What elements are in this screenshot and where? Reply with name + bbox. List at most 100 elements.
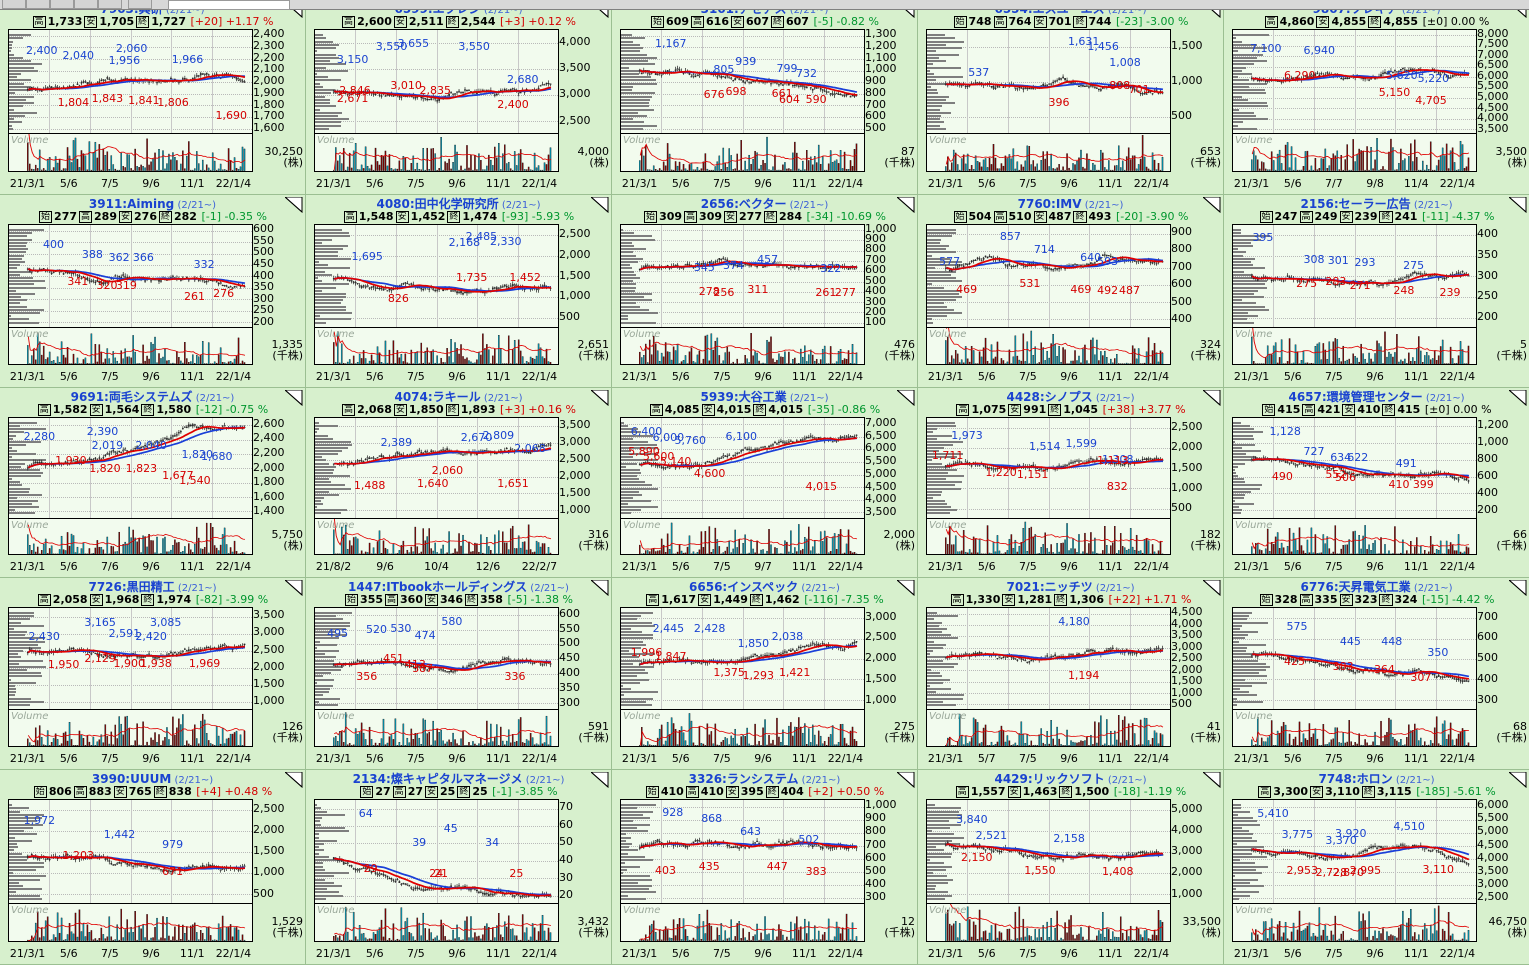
x-axis-tick: 22/1/4 bbox=[521, 752, 558, 765]
x-axis-tick: 7/7 bbox=[1325, 177, 1343, 190]
chart-panel[interactable]: 4074:ラキール (2/21~) 高 2,068 安 1,850 終 1,893 [+3]… bbox=[306, 388, 612, 578]
plot-area[interactable]: 6,400 6,000 5,760 6,100 5,890 5,600 5,140 4,600… bbox=[620, 417, 865, 555]
chart-panel[interactable]: 2134:燦キャピタルマネージメ (2/21~) 始 27 高 27 安 25 終 25 [-1… bbox=[306, 770, 612, 965]
volume-scale-value: 126 bbox=[282, 720, 303, 733]
chart-panel[interactable]: 3911:Aiming (2/21~) 始 277 高 289 安 276 終 282 [-1]… bbox=[0, 195, 306, 388]
toolbar-button-6[interactable] bbox=[128, 0, 152, 9]
plot-area[interactable]: 1,128 727 634 622 491 490 552 506 410 399 Volume bbox=[1232, 417, 1477, 555]
plot-area[interactable]: 857 714 640 593 577 469 531 469 492 487 Volume bbox=[926, 224, 1171, 365]
page-fold-icon[interactable] bbox=[1203, 197, 1221, 213]
x-axis: 21/3/1 5/6 7/5 9/6 11/1 22/1/4 bbox=[620, 947, 865, 961]
plot-area[interactable]: 1,631 1,456 1,008 537 396 808 701 Volume bbox=[926, 29, 1171, 172]
price-subplot: 2,400 2,040 2,060 1,956 1,966 1,804 1,843 1,841… bbox=[9, 30, 252, 135]
plot-area[interactable]: 5,410 3,775 3,920 3,370 4,510 2,953 2,728 2,870… bbox=[1232, 799, 1477, 942]
plot-area[interactable]: 928 868 643 502 403 435 447 383 Volume bbox=[620, 799, 865, 942]
plot-area[interactable]: 2,430 3,165 3,085 2,591 2,420 1,950 2,129 1,900… bbox=[8, 607, 253, 747]
chart-panel[interactable]: 1447:ITbookホールディングス (2/21~) 始 355 高 360 安 346 終… bbox=[306, 578, 612, 770]
page-fold-icon[interactable] bbox=[591, 580, 609, 596]
plot-area[interactable]: 7,100 6,940 5,620 5,220 6,290 5,150 4,705 Volum… bbox=[1232, 29, 1477, 172]
plot-area[interactable]: 1,167 939 805 799 732 676 698 661 604 590 Volume bbox=[620, 29, 865, 172]
page-fold-icon[interactable] bbox=[897, 197, 915, 213]
page-fold-icon[interactable] bbox=[897, 772, 915, 788]
candlestick-series bbox=[621, 418, 864, 519]
change-value: [-15] bbox=[1421, 593, 1449, 606]
ticker-code: 2656: bbox=[700, 197, 739, 211]
plot-area[interactable]: 2,400 2,040 2,060 1,956 1,966 1,804 1,843 1,841… bbox=[8, 29, 253, 172]
page-fold-icon[interactable] bbox=[591, 197, 609, 213]
plot-area[interactable]: 2,445 2,428 1,850 2,038 1,996 1,847 1,375 1,293… bbox=[620, 607, 865, 747]
y-axis-tick: 60 bbox=[559, 817, 573, 831]
toolbar-button-4[interactable] bbox=[74, 0, 98, 9]
plot-area[interactable]: 575 445 448 350 425 383 364 307 Volume bbox=[1232, 607, 1477, 747]
chart-panel[interactable]: 7726:黒田精工 (2/21~) 高 2,058 安 1,968 終 1,974 [-82… bbox=[0, 578, 306, 770]
page-fold-icon[interactable] bbox=[1203, 390, 1221, 406]
chart-panel[interactable]: 3326:ランシステム (2/21~) 始 410 高 410 安 395 終 404 [+2]… bbox=[612, 770, 918, 965]
plot-area[interactable]: 1,973 1,514 1,599 1,308 1,711 1,220 1,151 1,113… bbox=[926, 417, 1171, 555]
toolbar-button-2[interactable] bbox=[26, 0, 50, 9]
plot-area[interactable]: 2,280 2,390 2,019 2,040 1,820 1,680 1,930 1,820… bbox=[8, 417, 253, 555]
x-axis: 21/3/1 5/6 7/5 9/6 11/1 22/1/4 bbox=[926, 177, 1171, 191]
toolbar-button-5[interactable] bbox=[98, 0, 122, 9]
y-axis: 600 550 500 450 400 350 300 bbox=[559, 607, 609, 747]
page-fold-icon[interactable] bbox=[591, 772, 609, 788]
toolbar-button-3[interactable] bbox=[50, 0, 74, 9]
page-fold-icon[interactable] bbox=[1509, 580, 1527, 596]
chart-panel[interactable]: 7748:ホロン (2/21~) 高 3,300 安 3,110 終 3,115 [-185… bbox=[1224, 770, 1529, 965]
toolbar-text-field[interactable] bbox=[168, 0, 290, 10]
page-fold-icon[interactable] bbox=[1509, 197, 1527, 213]
volume-profile bbox=[315, 418, 354, 519]
y-axis-tick: 4,000 bbox=[1171, 823, 1203, 837]
chart-panel[interactable]: 7021:ニッチツ (2/21~) 高 1,330 安 1,281 終 1,306 [+22… bbox=[918, 578, 1224, 770]
plot-area[interactable]: 4,180 1,194 Volume bbox=[926, 607, 1171, 747]
plot-area[interactable]: 2,389 2,670 2,809 2,068 1,488 2,060 1,640 1,651… bbox=[314, 417, 559, 555]
plot-area[interactable]: 400 388 362 366 332 341 320 319 261 276 Volume bbox=[8, 224, 253, 365]
chart-panel[interactable]: 2156:セーラー広告 (2/21~) 始 247 高 249 安 239 終 241 [-11… bbox=[1224, 195, 1529, 388]
plot-area[interactable]: 2,485 2,330 2,168 1,695 1,735 1,452 826 Volume bbox=[314, 224, 559, 365]
panel-title: 5939:大谷工業 (2/21~) bbox=[612, 389, 917, 404]
app-toolbar[interactable] bbox=[0, 0, 1529, 10]
page-fold-icon[interactable] bbox=[285, 390, 303, 406]
peak-price-label: 2,390 bbox=[86, 425, 119, 439]
plot-area[interactable]: 3,550 3,655 3,550 3,150 2,680 3,010 2,846 2,671… bbox=[314, 29, 559, 172]
chart-panel[interactable]: 4429:リックソフト (2/21~) 高 1,557 安 1,463 終 1,500 [-… bbox=[918, 770, 1224, 965]
page-fold-icon[interactable] bbox=[285, 580, 303, 596]
plot-area[interactable]: 64 45 39 34 29 24 21 25 Volume bbox=[314, 799, 559, 942]
page-fold-icon[interactable] bbox=[1509, 772, 1527, 788]
chart-panel[interactable]: 4080:田中化学研究所 (2/21~) 高 1,548 安 1,452 終 1,474 [… bbox=[306, 195, 612, 388]
toolbar-button-1[interactable] bbox=[2, 0, 26, 9]
plot-area[interactable]: 395 308 301 293 275 275 283 271 248 239 Volume bbox=[1232, 224, 1477, 365]
chart-panel[interactable]: 4657:環境管理センター (2/21~) 始 415 高 421 安 410 終 415 [±… bbox=[1224, 388, 1529, 578]
panel-title: 2656:ベクター (2/21~) bbox=[612, 196, 917, 211]
plot-area[interactable]: 3,840 2,521 2,158 2,150 1,550 1,408 Volume bbox=[926, 799, 1171, 942]
page-fold-icon[interactable] bbox=[1509, 390, 1527, 406]
page-fold-icon[interactable] bbox=[1203, 580, 1221, 596]
plot-area[interactable]: 1,972 1,442 979 1,203 671 Volume bbox=[8, 799, 253, 942]
close-label: 終 bbox=[1054, 594, 1068, 606]
chart-panel[interactable]: 2656:ベクター (2/21~) 始 309 高 309 安 277 終 284 [-34] … bbox=[612, 195, 918, 388]
chart-panel[interactable]: 6776:天昇電気工業 (2/21~) 始 328 高 335 安 323 終 324 [-15… bbox=[1224, 578, 1529, 770]
x-axis-tick: 21/8/2 bbox=[315, 560, 352, 573]
chart-panel[interactable]: 6656:インスペック (2/21~) 高 1,617 安 1,449 終 1,462 [-… bbox=[612, 578, 918, 770]
page-fold-icon[interactable] bbox=[285, 197, 303, 213]
volume-label: Volume bbox=[1235, 711, 1273, 723]
page-fold-icon[interactable] bbox=[591, 390, 609, 406]
page-fold-icon[interactable] bbox=[285, 772, 303, 788]
volume-label: Volume bbox=[929, 711, 967, 723]
chart-panel[interactable]: 7760:IMV (2/21~) 始 504 高 510 安 487 終 493 [-20] -… bbox=[918, 195, 1224, 388]
page-fold-icon[interactable] bbox=[897, 580, 915, 596]
chart-panel[interactable]: 5939:大谷工業 (2/21~) 高 4,085 安 4,015 終 4,015 [-35… bbox=[612, 388, 918, 578]
trough-price-label: 1,550 bbox=[1024, 863, 1056, 877]
page-fold-icon[interactable] bbox=[1203, 772, 1221, 788]
chart-panel[interactable]: 3990:UUUM (2/21~) 始 806 高 883 安 765 終 838 [+4] +… bbox=[0, 770, 306, 965]
plot-area[interactable]: 495 520 530 580 474 451 413 387 356 336 Volume bbox=[314, 607, 559, 747]
chart-panel[interactable]: 4428:シノプス (2/21~) 高 1,075 安 991 終 1,045 [+38] … bbox=[918, 388, 1224, 578]
x-axis-tick: 21/3/1 bbox=[315, 947, 352, 960]
plot-area[interactable]: 345 374 457 322 278 256 311 261 277 Volume bbox=[620, 224, 865, 365]
chart-panel[interactable]: 9691:両毛システムズ (2/21~) 高 1,582 安 1,564 終 1,580 [… bbox=[0, 388, 306, 578]
page-fold-icon[interactable] bbox=[897, 390, 915, 406]
